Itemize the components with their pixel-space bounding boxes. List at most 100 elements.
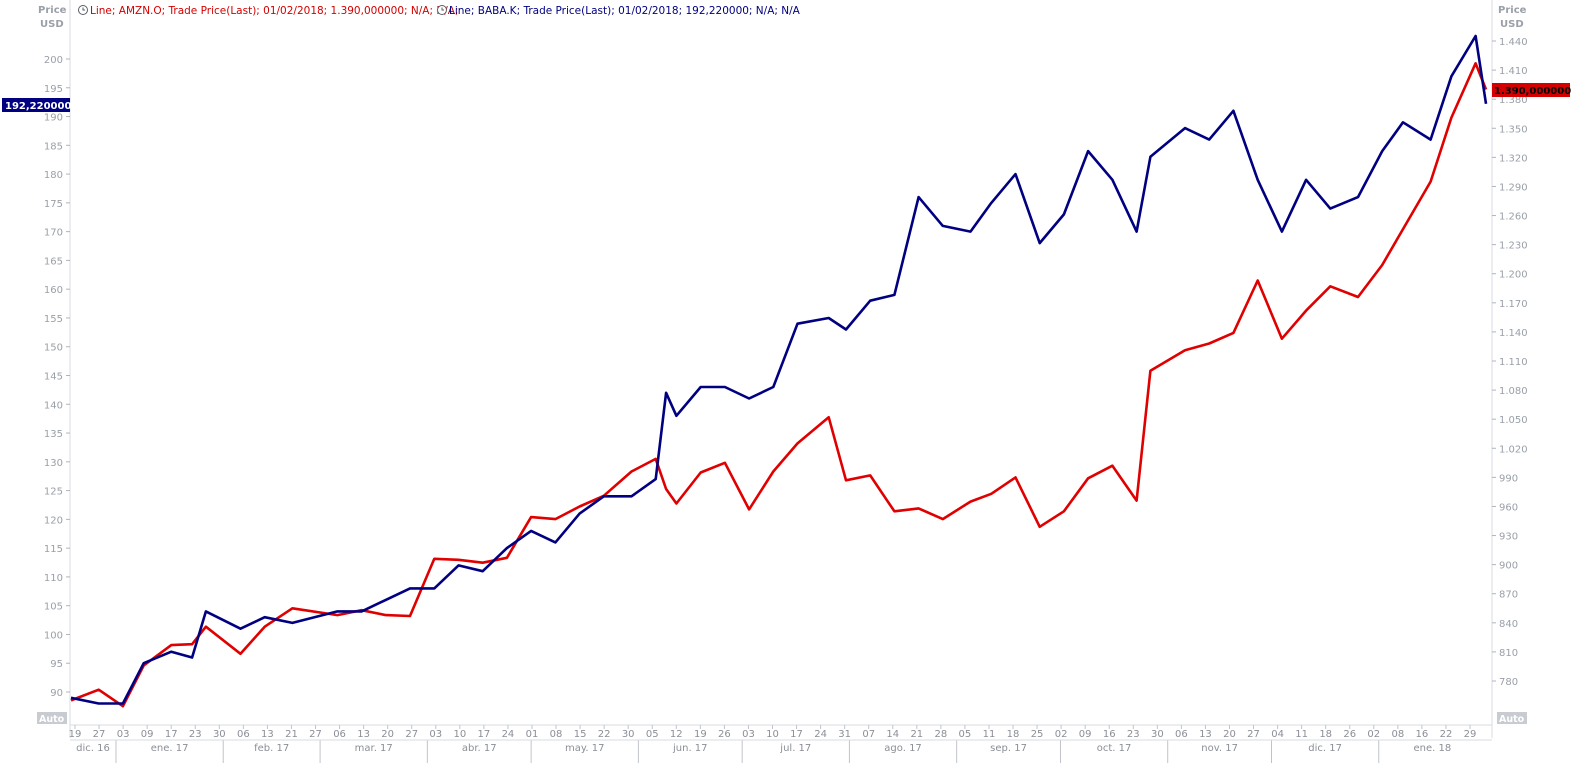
- left-auto-scale-button[interactable]: Auto: [37, 712, 67, 725]
- day-tick-label: 11: [983, 729, 996, 740]
- month-label: jun. 17: [672, 743, 708, 754]
- left-tick-label: 150: [44, 343, 63, 354]
- month-label: jul. 17: [779, 743, 811, 754]
- legend-amzn-text: Line; AMZN.O; Trade Price(Last); 01/02/2…: [90, 5, 458, 17]
- day-tick-label: 26: [1343, 729, 1356, 740]
- right-tag-text: 1.390,000000: [1494, 86, 1571, 97]
- right-axis-ticks: 780 810 840 870 900 930 960 990 1.020 1.050 1.080 1…: [1492, 37, 1528, 688]
- day-tick-label: 10: [453, 729, 466, 740]
- left-tick-label: 200: [44, 55, 63, 66]
- day-tick-label: 20: [381, 729, 394, 740]
- day-tick-label: 30: [1151, 729, 1164, 740]
- left-tick-label: 90: [50, 688, 63, 699]
- day-tick-label: 24: [814, 729, 827, 740]
- amzn-price-line[interactable]: [70, 61, 1488, 708]
- legend-item-baba[interactable]: Line; BABA.K; Trade Price(Last); 01/02/2…: [437, 5, 801, 17]
- month-label: nov. 17: [1201, 743, 1238, 754]
- left-axis-title-usd: USD: [40, 19, 64, 30]
- right-auto-scale-button[interactable]: Auto: [1497, 712, 1527, 725]
- day-tick-label: 23: [189, 729, 202, 740]
- day-tick-label: 18: [1007, 729, 1020, 740]
- left-tick-label: 130: [44, 458, 63, 469]
- left-tick-label: 195: [44, 84, 63, 95]
- day-tick-label: 03: [117, 729, 130, 740]
- month-label: mar. 17: [355, 743, 393, 754]
- day-tick-label: 06: [333, 729, 346, 740]
- month-label: ago. 17: [884, 743, 922, 754]
- right-tick-label: 840: [1499, 619, 1518, 630]
- day-tick-label: 28: [934, 729, 947, 740]
- right-tick-label: 870: [1499, 590, 1518, 601]
- day-tick-label: 17: [165, 729, 178, 740]
- month-label: ene. 17: [151, 743, 189, 754]
- day-tick-label: 27: [1247, 729, 1260, 740]
- left-tick-label: 135: [44, 429, 63, 440]
- right-tick-label: 960: [1499, 502, 1518, 513]
- left-tag-box: [2, 98, 70, 112]
- day-tick-label: 19: [694, 729, 707, 740]
- day-tick-label: 02: [1055, 729, 1068, 740]
- left-tick-label: 180: [44, 170, 63, 181]
- right-tick-label: 780: [1499, 677, 1518, 688]
- day-tick-label: 27: [309, 729, 322, 740]
- month-label: may. 17: [565, 743, 604, 754]
- day-tick-label: 31: [838, 729, 851, 740]
- month-label: ene. 18: [1414, 743, 1452, 754]
- right-tick-label: 1.140: [1499, 328, 1528, 339]
- legend-item-amzn[interactable]: Line; AMZN.O; Trade Price(Last); 01/02/2…: [78, 5, 459, 17]
- right-tick-label: 1.230: [1499, 241, 1528, 252]
- day-tick-label: 08: [1391, 729, 1404, 740]
- baba-price-line[interactable]: [70, 34, 1488, 705]
- x-axis-month-labels: dic. 16 ene. 17 feb. 17 mar. 17 abr. 17 may. …: [70, 739, 1492, 763]
- day-tick-label: 21: [285, 729, 298, 740]
- right-tick-label: 990: [1499, 473, 1518, 484]
- right-tick-label: 1.380: [1499, 95, 1528, 106]
- day-tick-label: 20: [1223, 729, 1236, 740]
- day-tick-label: 05: [959, 729, 972, 740]
- day-tick-label: 17: [478, 729, 491, 740]
- left-tick-label: 105: [44, 602, 63, 613]
- right-tick-label: 1.440: [1499, 37, 1528, 48]
- right-tick-label: 930: [1499, 532, 1518, 543]
- day-tick-label: 03: [742, 729, 755, 740]
- left-tick-label: 115: [44, 544, 63, 555]
- right-last-value-tag: 1.390,000000: [1492, 83, 1571, 97]
- left-tick-label: 155: [44, 314, 63, 325]
- left-tick-label: 110: [44, 573, 63, 584]
- right-axis-title-price: Price: [1498, 5, 1527, 16]
- day-tick-label: 26: [718, 729, 731, 740]
- left-auto-box: [37, 712, 67, 724]
- day-tick-label: 12: [670, 729, 683, 740]
- right-tick-label: 1.110: [1499, 357, 1528, 368]
- day-tick-label: 09: [1079, 729, 1092, 740]
- right-tick-label: 1.260: [1499, 212, 1528, 223]
- right-tick-label: 1.020: [1499, 444, 1528, 455]
- left-tick-label: 140: [44, 400, 63, 411]
- day-tick-label: 15: [574, 729, 587, 740]
- day-tick-label: 06: [1175, 729, 1188, 740]
- day-tick-label: 19: [69, 729, 82, 740]
- left-tick-label: 170: [44, 228, 63, 239]
- series-layer: [70, 34, 1488, 708]
- day-tick-label: 21: [910, 729, 923, 740]
- right-tick-label: 900: [1499, 561, 1518, 572]
- day-tick-label: 27: [405, 729, 418, 740]
- left-auto-text: Auto: [39, 714, 65, 725]
- right-tick-label: 810: [1499, 648, 1518, 659]
- left-tick-label: 145: [44, 372, 63, 383]
- day-tick-label: 30: [213, 729, 226, 740]
- day-tick-label: 14: [886, 729, 899, 740]
- day-tick-label: 13: [1199, 729, 1212, 740]
- left-tag-text: 192,220000: [5, 101, 71, 112]
- day-tick-label: 16: [1103, 729, 1116, 740]
- day-tick-label: 18: [1319, 729, 1332, 740]
- day-tick-label: 09: [141, 729, 154, 740]
- day-tick-label: 22: [1440, 729, 1453, 740]
- day-tick-label: 30: [622, 729, 635, 740]
- month-label: feb. 17: [254, 743, 289, 754]
- left-tick-label: 190: [44, 113, 63, 124]
- day-tick-label: 29: [1464, 729, 1477, 740]
- day-tick-label: 13: [261, 729, 274, 740]
- legend-baba-text: Line; BABA.K; Trade Price(Last); 01/02/2…: [449, 5, 801, 17]
